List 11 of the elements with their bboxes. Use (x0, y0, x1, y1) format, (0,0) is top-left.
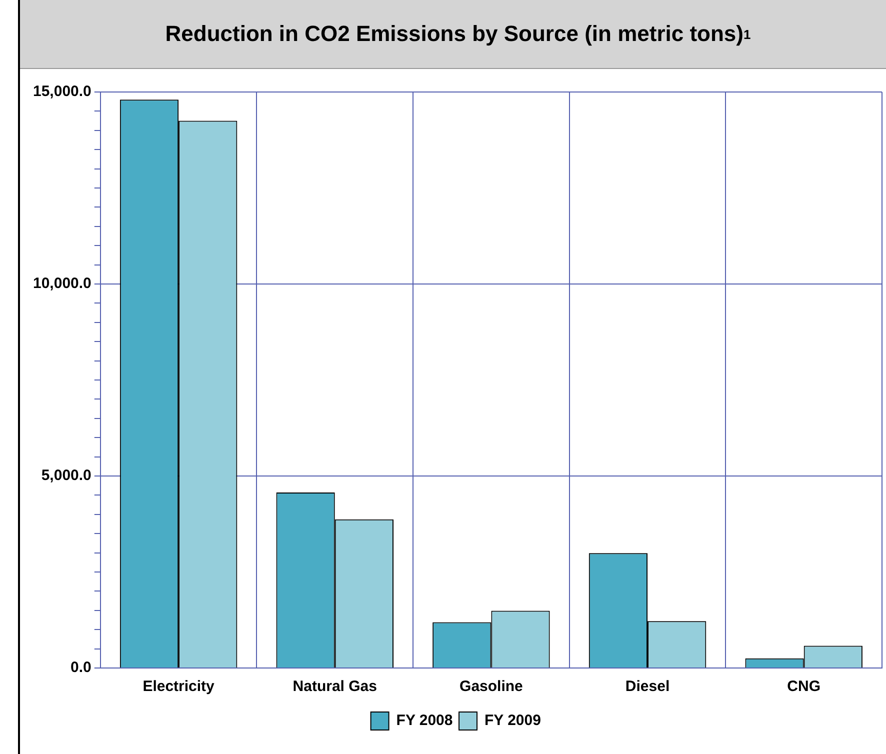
x-tick-label: Electricity (142, 678, 216, 696)
y-tick-label: 10,000.0 (33, 275, 92, 292)
x-tick-label: Natural Gas (292, 678, 377, 696)
x-tick-label: Gasoline (460, 678, 523, 696)
legend-label: FY 2008 (396, 712, 453, 730)
x-tick-label: CNG (787, 678, 821, 696)
y-tick-label: 5,000.0 (41, 467, 92, 484)
x-tick-label: Diesel (625, 678, 670, 696)
legend-label: FY 2009 (484, 712, 541, 730)
y-tick-label: 15,000.0 (33, 83, 92, 100)
y-tick-label: 0.0 (70, 659, 92, 676)
